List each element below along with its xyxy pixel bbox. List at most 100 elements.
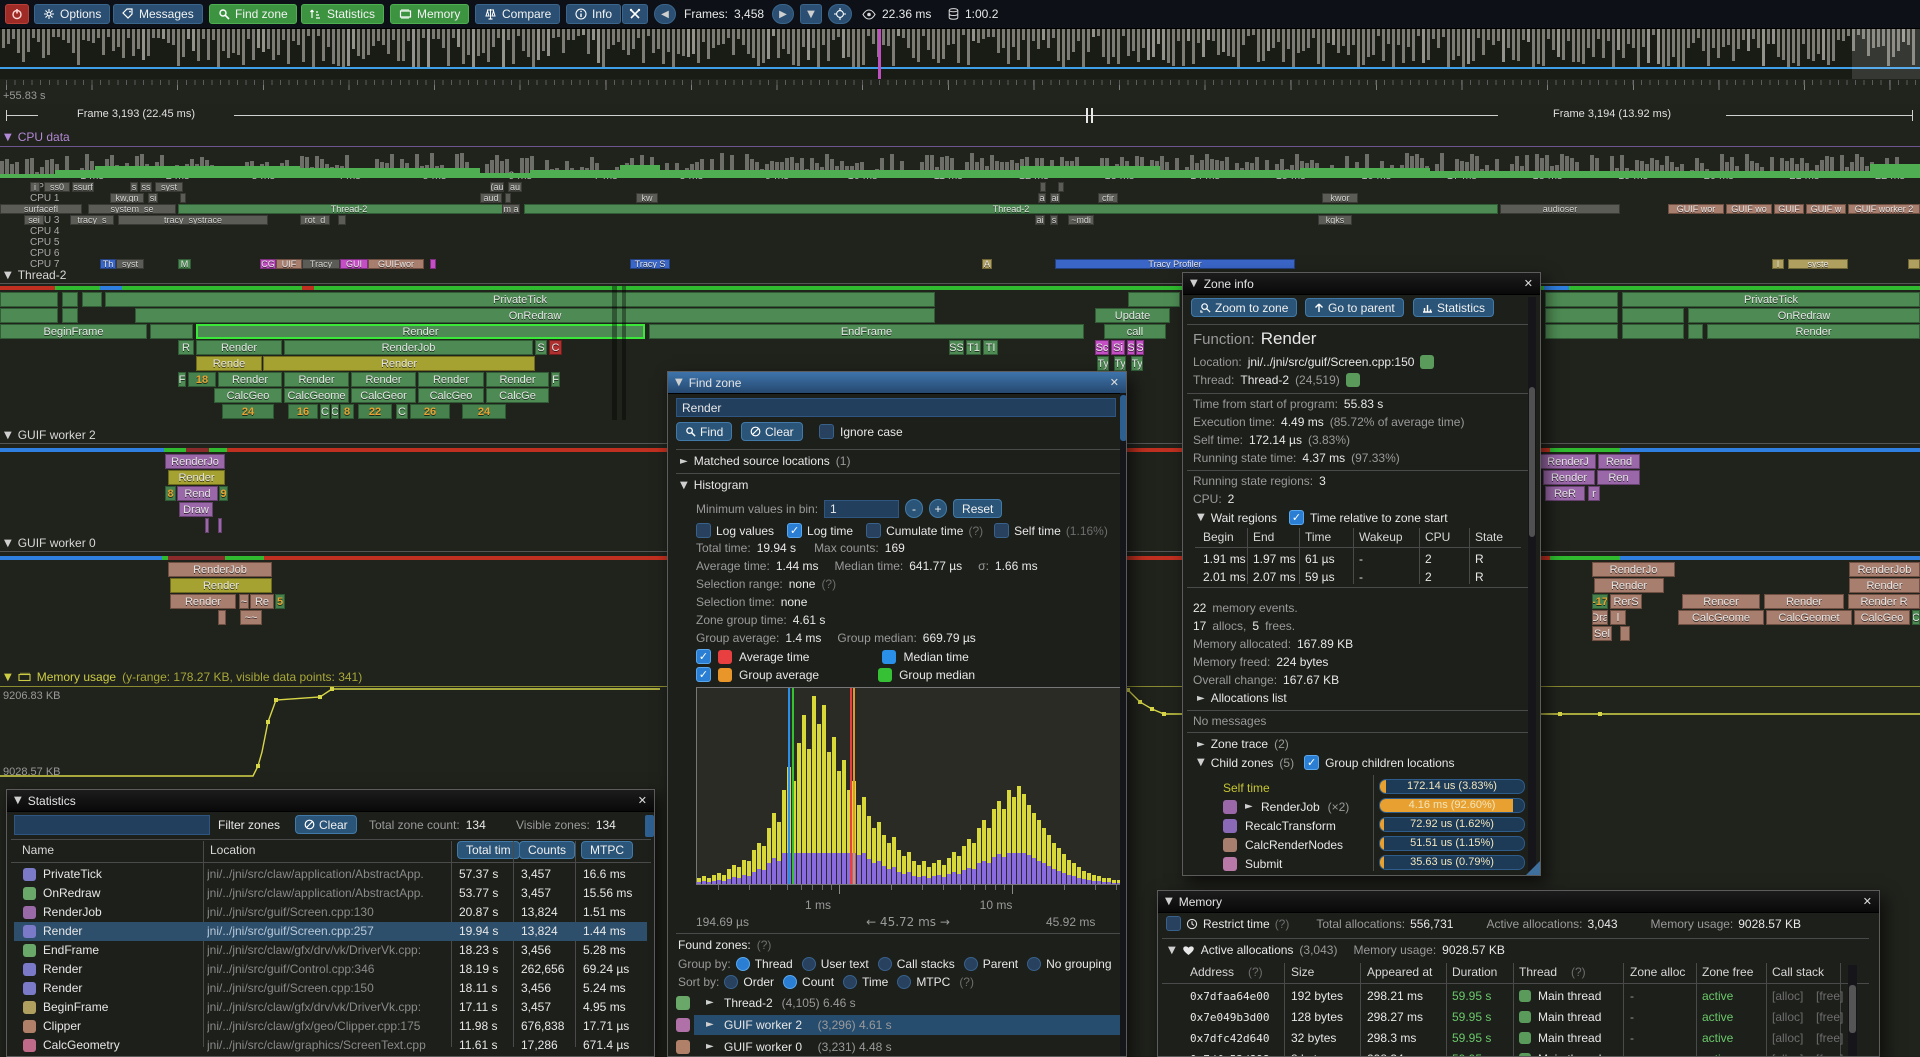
group-children-checkbox[interactable] (1304, 755, 1319, 770)
timeline-zone[interactable]: 5 (275, 594, 285, 609)
average-legend-checkbox[interactable] (696, 649, 711, 664)
timeline-zone[interactable]: l (1610, 610, 1626, 625)
timeline-zone[interactable]: C (331, 404, 339, 419)
table-row[interactable]: Renderjni/../jni/src/guif/Screen.cpp:257… (14, 922, 647, 941)
cumulate-time-checkbox[interactable] (866, 523, 881, 538)
mem-col-header[interactable]: Appeared at (1367, 965, 1432, 979)
table-row[interactable]: PrivateTickjni/../jni/src/claw/applicati… (14, 865, 647, 884)
timeline-zone[interactable]: RenderJob (168, 562, 272, 577)
mem-scrollbar-thumb[interactable] (1849, 985, 1856, 1033)
timeline-zone[interactable]: -17 (1592, 594, 1608, 609)
timeline-zone[interactable] (0, 292, 58, 307)
timeline-zone[interactable]: C (1912, 610, 1920, 625)
timeline-zone[interactable]: Render (196, 324, 645, 339)
statistics-titlebar[interactable]: ▼ Statistics ✕ (7, 790, 654, 812)
mem-col-header[interactable]: Zone free (1702, 965, 1753, 979)
timeline-zone[interactable]: Render (170, 594, 236, 609)
matched-source-locations[interactable]: ► Matched source locations(1) (680, 454, 850, 468)
radio-mtpc[interactable] (897, 975, 911, 989)
timeline-zone[interactable]: Render (1707, 324, 1920, 339)
timeline-zone[interactable]: S (535, 340, 547, 355)
timeline-zone[interactable]: Rende (196, 356, 262, 371)
timeline-zone[interactable]: C (396, 404, 408, 419)
zi-statistics-button[interactable]: Statistics (1413, 298, 1494, 317)
histogram-section[interactable]: ▼ Histogram (680, 478, 748, 492)
timeline-zone[interactable]: CalcGe (486, 388, 549, 403)
timeline-zone[interactable]: Sc (1095, 340, 1109, 355)
timeline-zone[interactable]: F (178, 372, 186, 387)
timeline-zone[interactable] (82, 292, 102, 307)
table-row[interactable]: CalcGeometryjni/../jni/src/claw/graphics… (14, 1036, 647, 1055)
timeline-zone[interactable]: RenderJob (1849, 562, 1920, 577)
mem-col-header[interactable]: Thread (1519, 965, 1557, 979)
timeline-zone[interactable]: PrivateTick (105, 292, 935, 307)
timeline-zone[interactable]: S (1127, 340, 1135, 355)
timeline-zone[interactable]: 9 (219, 486, 228, 501)
close-icon[interactable]: ✕ (1863, 895, 1872, 908)
radio-time[interactable] (843, 975, 857, 989)
timeline-zone[interactable]: Dra (1592, 610, 1608, 625)
bin-increase-button[interactable]: + (929, 499, 947, 518)
timeline-zone[interactable]: Render R (1848, 594, 1920, 609)
timeline-zone[interactable]: 22 (358, 404, 392, 419)
timeline-zone[interactable]: Render (1543, 470, 1595, 485)
timeline-zone[interactable]: BeginFrame (0, 324, 147, 339)
found-zone-row[interactable]: ►GUIF worker 0(3,231) 4.48 s (668, 1037, 1122, 1057)
mem-col-header[interactable]: Zone alloc (1630, 965, 1685, 979)
min-bin-input[interactable] (824, 500, 899, 518)
find-zone-histogram[interactable] (696, 687, 1121, 885)
timeline-zone[interactable] (1622, 324, 1684, 339)
close-icon[interactable]: ✕ (638, 794, 647, 807)
stats-col-name[interactable]: Name (22, 843, 54, 857)
stats-col-location[interactable]: Location (210, 843, 255, 857)
table-row[interactable]: Renderjni/../jni/src/guif/Control.cpp:34… (14, 960, 647, 979)
timeline-zone[interactable]: OnRedraw (1688, 308, 1920, 323)
timeline-zone[interactable]: Render (170, 578, 272, 593)
go-to-parent-button[interactable]: Go to parent (1305, 298, 1404, 317)
timeline-zone[interactable]: Render (1594, 578, 1664, 593)
group-legend-checkbox[interactable] (696, 667, 711, 682)
timeline-zone[interactable] (218, 518, 222, 533)
timeline-zone[interactable]: EndFrame (649, 324, 1084, 339)
wait-col-header[interactable]: State (1475, 530, 1521, 544)
radio-thread[interactable] (736, 957, 750, 971)
timeline-zone[interactable]: RenderJob (284, 340, 533, 355)
timeline-zone[interactable]: Render (263, 356, 535, 371)
memory-titlebar[interactable]: ▼ Memory ✕ (1158, 891, 1879, 913)
close-icon[interactable]: ✕ (1524, 277, 1533, 290)
mem-col-header[interactable]: Call stack (1772, 965, 1824, 979)
find-zone-search-input[interactable] (676, 398, 1116, 417)
zi-scrollbar-thumb[interactable] (1529, 387, 1535, 537)
resize-grip[interactable] (1526, 861, 1540, 875)
allocation-row[interactable]: 0x7dfaa64e00192 bytes298.21 ms59.95 sMai… (1158, 987, 1848, 1007)
timeline-zone[interactable]: Ty (1131, 356, 1143, 371)
timeline-zone[interactable] (62, 292, 78, 307)
timeline-zone[interactable]: 18 (188, 372, 216, 387)
timeline-zone[interactable]: Render (1764, 594, 1844, 609)
allocation-row[interactable]: 0x7dfc42d64032 bytes298.3 ms59.95 sMain … (1158, 1029, 1848, 1049)
ignore-case-checkbox[interactable] (819, 424, 834, 439)
timeline-zone[interactable]: Rencer (1682, 594, 1760, 609)
expand-icon[interactable]: ► (706, 997, 714, 1008)
zoom-to-zone-button[interactable]: Zoom to zone (1191, 298, 1297, 317)
timeline-zone[interactable] (1545, 308, 1618, 323)
timeline-zone[interactable]: Ty (1097, 356, 1109, 371)
mem-col-header[interactable]: Size (1291, 965, 1314, 979)
log-values-checkbox[interactable] (696, 523, 711, 538)
mem-scrollbar-track[interactable] (1848, 965, 1857, 1057)
timeline-zone[interactable]: C (549, 340, 562, 355)
timeline-zone[interactable]: CalcGeo (214, 388, 282, 403)
table-row[interactable]: Clipperjni/../jni/src/claw/gfx/geo/Clipp… (14, 1017, 647, 1036)
timeline-zone[interactable]: 8 (340, 404, 354, 419)
wait-col-header[interactable]: Begin (1203, 530, 1249, 544)
timeline-zone[interactable]: CalcGeomet (1766, 610, 1852, 625)
timeline-zone[interactable] (205, 518, 209, 533)
expand-icon[interactable]: ► (706, 1019, 714, 1030)
allocations-list[interactable]: ►Allocations list (1197, 691, 1287, 705)
bin-reset-button[interactable]: Reset (953, 499, 1002, 518)
find-button[interactable]: Find (676, 422, 732, 441)
timeline-zone[interactable]: CalcGeor (351, 388, 416, 403)
timeline-zone[interactable]: ReR (1545, 486, 1585, 501)
timeline-zone[interactable]: Render (1849, 578, 1920, 593)
mem-col-header[interactable]: Address (1190, 965, 1234, 979)
